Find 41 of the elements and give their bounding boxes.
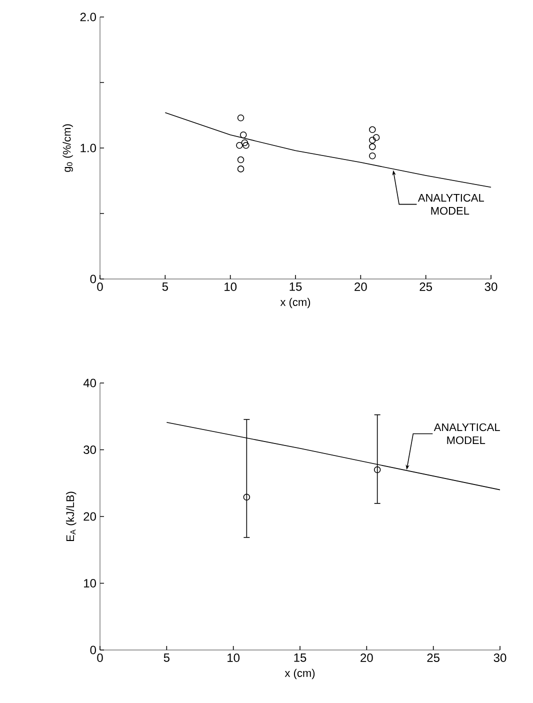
x-tick-label: 10	[224, 282, 237, 292]
point	[241, 139, 248, 146]
point	[372, 134, 380, 141]
y-axis-title: g$_{0}$ (%/cm)	[62, 124, 73, 172]
x-tick-label: 20	[354, 282, 367, 292]
y-tick-label: 30	[84, 446, 96, 454]
y-tick-label: 10	[84, 579, 96, 588]
point	[240, 131, 247, 138]
x-tick-label: 5	[164, 654, 170, 662]
x-tick-label: 30	[484, 282, 498, 292]
point	[369, 126, 376, 134]
x-tick-label: 25	[420, 282, 432, 292]
x-tick-label: 15	[294, 654, 306, 662]
x-tick-label: 30	[494, 654, 506, 662]
x-tick-label: 15	[290, 282, 302, 291]
point	[369, 136, 376, 144]
x-tick-label: 0	[97, 282, 103, 292]
line-series	[164, 112, 492, 188]
x-tick-label: 0	[97, 654, 103, 662]
point	[237, 166, 244, 172]
y-tick-label: 0	[90, 646, 96, 654]
point	[242, 142, 250, 149]
x-axis-title: x (cm)	[284, 668, 315, 680]
y-tick-label: 2.0	[80, 12, 96, 22]
y-axis-title: E$_{A}$ (kJ/LB)	[66, 492, 76, 542]
point	[369, 152, 376, 160]
x-tick-label: 25	[427, 654, 440, 662]
annotation: ANALYTICAL MODEL	[418, 194, 484, 215]
point	[236, 142, 243, 149]
y-tick-label: 1.0	[80, 144, 96, 152]
point	[237, 156, 244, 164]
y-tick-label: 20	[84, 512, 96, 521]
y-tick-label: 0	[90, 274, 96, 284]
point	[369, 143, 376, 150]
x-tick-label: 20	[360, 654, 373, 662]
y-tick-label: 40	[83, 378, 96, 388]
x-axis-title: x (cm)	[280, 298, 310, 308]
annotation: ANALYTICAL MODEL	[434, 423, 500, 444]
x-tick-label: 5	[162, 282, 168, 291]
point	[237, 114, 244, 122]
x-tick-label: 10	[228, 654, 240, 662]
